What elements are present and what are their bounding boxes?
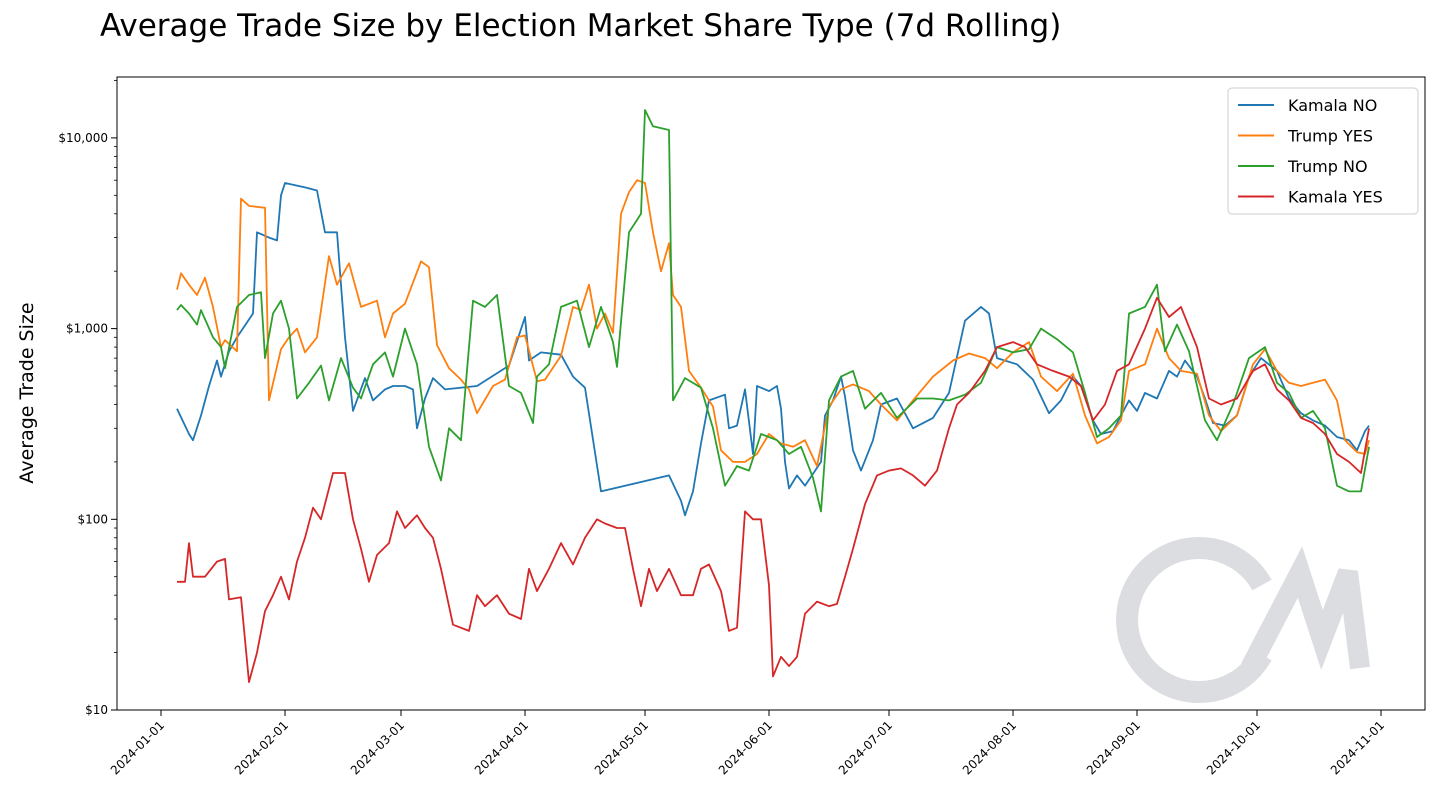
x-tick-label: 2024-07-01 — [836, 718, 895, 777]
x-tick-label: 2024-10-01 — [1204, 718, 1263, 777]
x-tick-label: 2024-11-01 — [1328, 718, 1387, 777]
legend-entry: Kamala YES — [1288, 188, 1383, 207]
x-tick-label: 2024-09-01 — [1084, 718, 1143, 777]
x-tick-label: 2024-08-01 — [960, 718, 1019, 777]
y-tick-label: $100 — [77, 512, 108, 526]
y-tick-label: $10 — [85, 703, 108, 717]
x-tick-label: 2024-01-01 — [108, 718, 167, 777]
legend-entry: Trump YES — [1287, 127, 1373, 146]
x-tick-label: 2024-06-01 — [716, 718, 775, 777]
watermark-m-shape — [1241, 546, 1370, 673]
y-axis-label: Average Trade Size — [16, 302, 38, 483]
x-tick-label: 2024-05-01 — [592, 718, 651, 777]
chart-title: Average Trade Size by Election Market Sh… — [100, 8, 1062, 44]
series-line-kamala-no — [176, 182, 1370, 517]
series-line-kamala-yes — [177, 296, 1370, 683]
series-line-trump-yes — [176, 179, 1370, 467]
cm-watermark-logo — [1116, 537, 1370, 703]
y-tick-label: $10,000 — [58, 131, 108, 145]
plot-frame — [116, 76, 1426, 711]
legend: Kamala NO Trump YES Trump NO Kamala YES — [1227, 87, 1419, 215]
x-axis: 2024-01-01 2024-02-01 2024-03-01 2024-04-01… — [108, 710, 1387, 777]
plot-area — [176, 109, 1370, 683]
legend-entry: Trump NO — [1287, 157, 1368, 176]
y-axis: $10 $100 $1,000 $10,000 — [58, 80, 117, 717]
x-tick-label: 2024-03-01 — [348, 718, 407, 777]
legend-box — [1227, 87, 1419, 215]
y-tick-label: $1,000 — [66, 322, 108, 336]
x-tick-label: 2024-04-01 — [472, 718, 531, 777]
x-tick-label: 2024-02-01 — [232, 718, 291, 777]
watermark-c-shape — [1116, 537, 1272, 703]
series-line-trump-no — [176, 109, 1370, 513]
legend-entry: Kamala NO — [1288, 96, 1377, 115]
